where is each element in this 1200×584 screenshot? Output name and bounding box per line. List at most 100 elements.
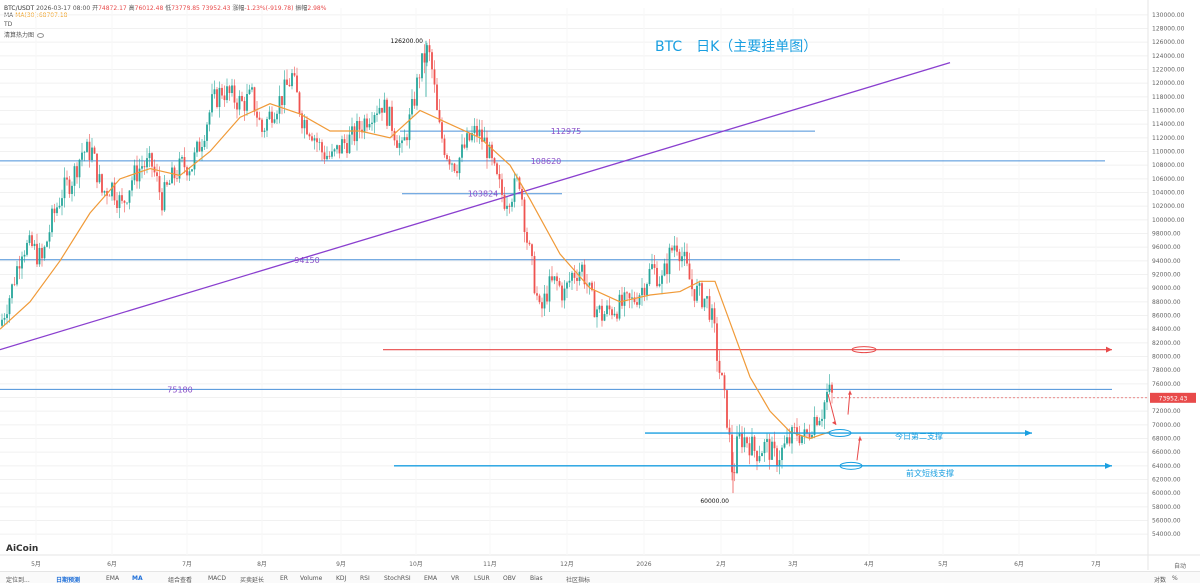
candle-body: [188, 171, 191, 176]
td-label[interactable]: TD: [4, 21, 13, 28]
candle-body: [408, 114, 411, 141]
toolbar-item-community[interactable]: 社区指标: [566, 577, 591, 584]
candle-body: [231, 85, 233, 94]
candle-body: [221, 87, 223, 96]
candle-body: [216, 89, 218, 108]
candle-body: [508, 205, 511, 207]
candle-body: [388, 106, 391, 126]
level-label: 103824: [468, 190, 499, 199]
candle-body: [308, 134, 311, 137]
percent-toggle[interactable]: %: [1172, 575, 1178, 582]
y-tick-label: 124000.00: [1152, 53, 1185, 60]
y-tick-label: 92000.00: [1152, 272, 1181, 279]
candle-body: [723, 375, 726, 391]
ma-row[interactable]: MA MA(30):68707.18: [4, 12, 67, 19]
price-chart[interactable]: 54000.00 56000.00 58000.00 60000.00 62000.00…: [0, 0, 1200, 570]
toolbar-item-ema2[interactable]: EMA: [424, 575, 438, 582]
heatmap-label[interactable]: 清算热力图: [4, 32, 35, 39]
candle-body: [68, 179, 71, 194]
toolbar-item-obv[interactable]: OBV: [503, 575, 516, 582]
y-tick-label: 108000.00: [1152, 162, 1185, 169]
candle-body: [458, 157, 461, 174]
chart-title: BTC 日K（主要挂单图）: [655, 39, 817, 55]
candle-body: [223, 95, 226, 101]
candle-body: [813, 417, 816, 435]
candle-body: [678, 251, 681, 262]
toolbar-item-lsur[interactable]: LSUR: [474, 575, 490, 582]
candle-body: [363, 118, 366, 133]
datetime-label: 2026-03-17 08:00: [36, 5, 91, 12]
td-row[interactable]: TD: [4, 21, 12, 28]
x-tick-label: 12月: [560, 561, 574, 568]
symbol-label[interactable]: BTC/USDT: [4, 5, 35, 12]
x-tick-label: 10月: [409, 561, 423, 568]
toolbar-item-kdj[interactable]: KDJ: [336, 575, 347, 582]
candle-body: [226, 86, 228, 101]
x-tick-label: 2月: [716, 561, 726, 568]
candle-body: [801, 436, 803, 444]
candle-body: [108, 195, 111, 197]
candle-body: [383, 99, 386, 113]
toolbar-item-er[interactable]: ER: [280, 575, 288, 582]
eye-icon[interactable]: [37, 33, 45, 38]
candle-body: [658, 283, 661, 287]
candle-body: [831, 384, 833, 393]
candle-body: [711, 308, 713, 320]
y-tick-label: 122000.00: [1152, 67, 1185, 74]
heatmap-row[interactable]: 清算热力图: [4, 30, 45, 39]
candle-body: [103, 191, 106, 193]
toolbar-item-volume[interactable]: Volume: [300, 575, 323, 582]
candle-body: [698, 283, 701, 286]
candle-body: [583, 264, 586, 285]
toolbar-item-locate[interactable]: 定位到...: [6, 577, 30, 584]
candle-body: [768, 439, 771, 460]
toolbar-item-bias[interactable]: Bias: [530, 575, 543, 582]
candle-body: [603, 314, 606, 321]
y-tick-label: 104000.00: [1152, 190, 1185, 197]
toolbar-item-macd[interactable]: MACD: [208, 575, 226, 582]
candle-body: [26, 242, 28, 255]
candle-body: [236, 102, 238, 110]
candle-body: [401, 140, 403, 144]
candle-body: [466, 133, 468, 148]
candle-body: [313, 138, 316, 141]
candle-body: [463, 144, 466, 148]
toolbar-item-date-predict[interactable]: 日期预测: [56, 577, 81, 584]
candle-body: [608, 305, 611, 310]
toolbar-item-stochrsi[interactable]: StochRSI: [384, 575, 411, 582]
candle-body: [196, 141, 198, 153]
candle-body: [426, 45, 428, 63]
candle-body: [528, 242, 531, 245]
candle-body: [488, 144, 491, 159]
y-tick-label: 56000.00: [1152, 518, 1181, 525]
y-tick-label: 112000.00: [1152, 135, 1185, 142]
candle-body: [31, 235, 33, 247]
candle-body: [111, 182, 113, 197]
toolbar-item-combo[interactable]: 组合查看: [168, 577, 193, 584]
y-tick-label: 114000.00: [1152, 121, 1185, 128]
candle-body: [676, 245, 678, 252]
low-label: 低: [165, 5, 172, 12]
toolbar-item-rsi[interactable]: RSI: [360, 575, 370, 582]
toolbar-item-ma[interactable]: MA: [132, 575, 143, 582]
log-scale-toggle[interactable]: 对数: [1154, 577, 1167, 584]
candle-body: [66, 177, 68, 180]
candle-body: [688, 263, 691, 280]
candle-body: [133, 165, 136, 181]
candle-body: [518, 177, 521, 189]
candle-body: [138, 168, 141, 182]
candle-body: [738, 432, 741, 437]
toolbar-item-extend[interactable]: 买卖延长: [240, 577, 265, 584]
candle-body: [321, 142, 323, 153]
toolbar-item-ema[interactable]: EMA: [106, 575, 120, 582]
toolbar-item-vr[interactable]: VR: [451, 575, 460, 582]
candle-body: [101, 174, 103, 193]
extreme-label: 60000.00: [700, 498, 729, 505]
candle-body: [396, 140, 398, 148]
y-tick-label: 72000.00: [1152, 408, 1181, 415]
candle-body: [693, 289, 696, 301]
candle-body: [638, 295, 641, 305]
ma-label[interactable]: MA: [4, 12, 14, 19]
candle-body: [346, 143, 348, 154]
candle-body: [238, 95, 241, 110]
